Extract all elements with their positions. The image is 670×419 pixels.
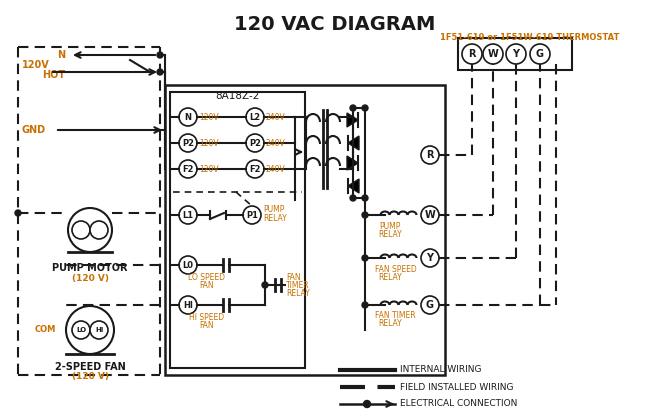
- Circle shape: [362, 212, 368, 218]
- Text: FAN: FAN: [200, 280, 214, 290]
- Text: W: W: [425, 210, 436, 220]
- Text: 240V: 240V: [266, 139, 285, 147]
- Circle shape: [421, 249, 439, 267]
- Text: FAN: FAN: [200, 321, 214, 329]
- Circle shape: [157, 69, 163, 75]
- Text: G: G: [536, 49, 544, 59]
- Text: LO SPEED: LO SPEED: [188, 272, 226, 282]
- Text: P1: P1: [246, 210, 258, 220]
- Text: N: N: [184, 112, 192, 122]
- Text: Y: Y: [513, 49, 519, 59]
- Polygon shape: [348, 136, 359, 150]
- Text: COM: COM: [35, 326, 56, 334]
- Text: GND: GND: [22, 125, 46, 135]
- Text: 240V: 240V: [266, 112, 285, 122]
- Text: HOT: HOT: [42, 70, 65, 80]
- Text: RELAY: RELAY: [286, 289, 310, 297]
- Text: 120V: 120V: [22, 60, 50, 70]
- Polygon shape: [347, 156, 358, 170]
- Text: R: R: [468, 49, 476, 59]
- Circle shape: [90, 321, 108, 339]
- Bar: [458, 38, 572, 70]
- Circle shape: [350, 105, 356, 111]
- Circle shape: [462, 44, 482, 64]
- Circle shape: [179, 134, 197, 152]
- Circle shape: [179, 296, 197, 314]
- Text: LO: LO: [76, 327, 86, 333]
- Text: 240V: 240V: [266, 165, 285, 173]
- Text: F2: F2: [182, 165, 194, 173]
- Text: RELAY: RELAY: [378, 272, 402, 282]
- Text: G: G: [426, 300, 434, 310]
- Circle shape: [179, 160, 197, 178]
- Text: P2: P2: [249, 139, 261, 147]
- Text: 2-SPEED FAN: 2-SPEED FAN: [55, 362, 125, 372]
- Circle shape: [362, 255, 368, 261]
- Polygon shape: [348, 179, 359, 193]
- Text: FAN TIMER: FAN TIMER: [375, 311, 415, 321]
- Text: (120 V): (120 V): [72, 274, 109, 282]
- Text: PUMP MOTOR: PUMP MOTOR: [52, 263, 128, 273]
- Circle shape: [362, 195, 368, 201]
- Circle shape: [421, 146, 439, 164]
- Circle shape: [350, 195, 356, 201]
- Text: F2: F2: [249, 165, 261, 173]
- Circle shape: [179, 206, 197, 224]
- Text: P2: P2: [182, 139, 194, 147]
- Text: 1F51-619 or 1F51W-619 THERMOSTAT: 1F51-619 or 1F51W-619 THERMOSTAT: [440, 33, 620, 42]
- Polygon shape: [347, 113, 358, 127]
- Text: L2: L2: [249, 112, 261, 122]
- Text: ELECTRICAL CONNECTION: ELECTRICAL CONNECTION: [400, 399, 517, 409]
- Circle shape: [506, 44, 526, 64]
- Text: 120V: 120V: [199, 112, 218, 122]
- Circle shape: [246, 134, 264, 152]
- Circle shape: [179, 108, 197, 126]
- Circle shape: [364, 401, 371, 408]
- Text: W: W: [488, 49, 498, 59]
- Bar: [170, 92, 305, 368]
- Text: INTERNAL WIRING: INTERNAL WIRING: [400, 365, 482, 375]
- Circle shape: [157, 52, 163, 58]
- Text: R: R: [426, 150, 433, 160]
- Circle shape: [90, 221, 108, 239]
- Text: RELAY: RELAY: [263, 214, 287, 222]
- Circle shape: [362, 302, 368, 308]
- Text: 8A18Z-2: 8A18Z-2: [215, 91, 259, 101]
- Circle shape: [262, 282, 268, 288]
- Text: FAN: FAN: [286, 272, 301, 282]
- Circle shape: [68, 208, 112, 252]
- Text: 120V: 120V: [199, 165, 218, 173]
- Circle shape: [179, 256, 197, 274]
- Text: L1: L1: [182, 210, 194, 220]
- Text: N: N: [57, 50, 65, 60]
- Text: HI: HI: [95, 327, 103, 333]
- Text: 120V: 120V: [199, 139, 218, 147]
- Text: PUMP: PUMP: [263, 204, 284, 214]
- Circle shape: [483, 44, 503, 64]
- Text: FAN SPEED: FAN SPEED: [375, 264, 417, 274]
- Text: L0: L0: [182, 261, 194, 269]
- Circle shape: [72, 221, 90, 239]
- Bar: [165, 85, 445, 375]
- Text: TIMER: TIMER: [286, 280, 310, 290]
- Text: HI SPEED: HI SPEED: [190, 313, 224, 321]
- Circle shape: [72, 321, 90, 339]
- Circle shape: [421, 296, 439, 314]
- Text: FIELD INSTALLED WIRING: FIELD INSTALLED WIRING: [400, 383, 513, 391]
- Circle shape: [243, 206, 261, 224]
- Circle shape: [530, 44, 550, 64]
- Text: (120 V): (120 V): [72, 372, 109, 382]
- Circle shape: [246, 160, 264, 178]
- Circle shape: [421, 206, 439, 224]
- Text: RELAY: RELAY: [378, 230, 402, 238]
- Text: Y: Y: [427, 253, 433, 263]
- Circle shape: [246, 108, 264, 126]
- Text: 120 VAC DIAGRAM: 120 VAC DIAGRAM: [234, 15, 436, 34]
- Text: HI: HI: [183, 300, 193, 310]
- Circle shape: [66, 306, 114, 354]
- Text: RELAY: RELAY: [378, 320, 402, 328]
- Circle shape: [15, 210, 21, 216]
- Circle shape: [362, 105, 368, 111]
- Text: PUMP: PUMP: [379, 222, 401, 230]
